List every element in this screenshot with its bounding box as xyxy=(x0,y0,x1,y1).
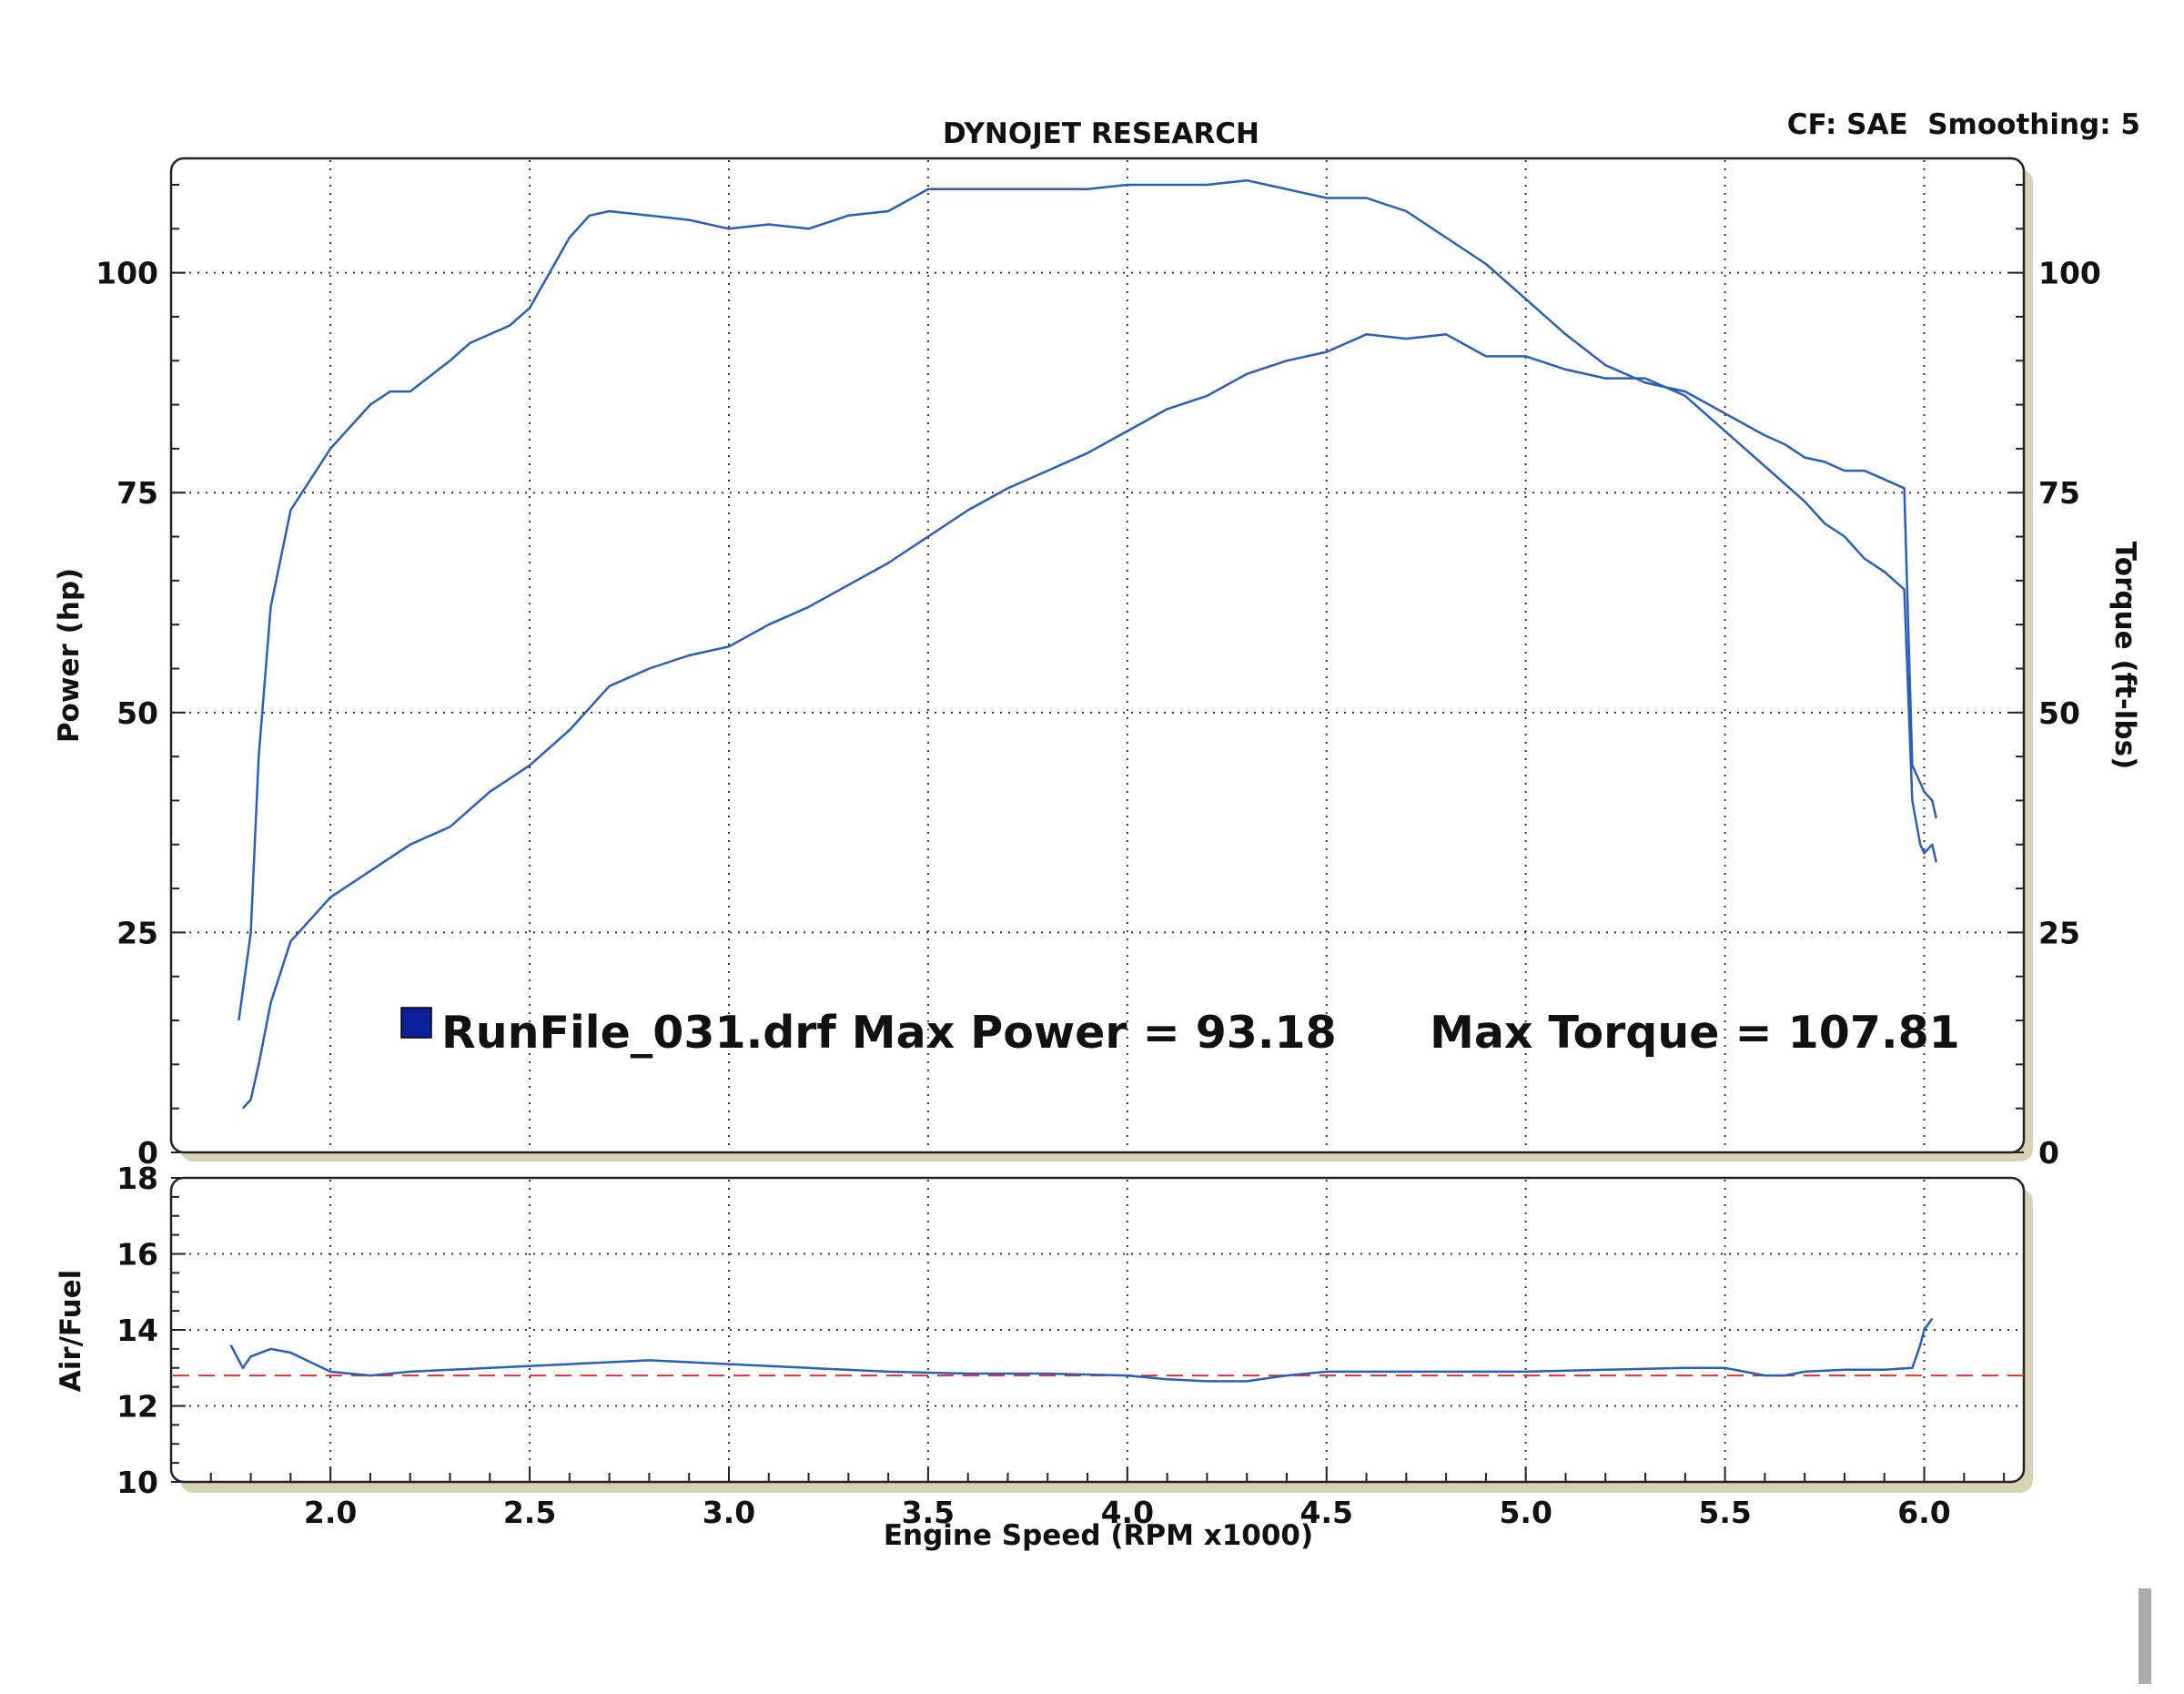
rpm-tick-label: 6.0 xyxy=(1897,1495,1950,1530)
rpm-tick-label: 2.0 xyxy=(304,1495,357,1530)
air-fuel-tick-label: 12 xyxy=(116,1389,158,1425)
torque-tick-label: 75 xyxy=(2038,475,2080,511)
power-curve xyxy=(241,333,1937,1110)
rpm-tick-label: 4.5 xyxy=(1300,1495,1353,1530)
chart-title: DYNOJET RESEARCH xyxy=(943,117,1259,150)
air-fuel-curve xyxy=(229,1317,1934,1383)
scan-mark xyxy=(2138,1588,2151,1684)
air-fuel-tick-label: 18 xyxy=(116,1161,158,1196)
air-fuel-axis-label: Air/Fuel xyxy=(55,1270,87,1393)
top-panel-frame xyxy=(169,157,2026,1154)
torque-curve xyxy=(238,178,1937,1021)
torque-tick-label: 0 xyxy=(2038,1135,2059,1171)
power-tick-label: 25 xyxy=(116,915,158,950)
air-fuel-tick-label: 16 xyxy=(116,1237,158,1273)
rpm-tick-label: 3.5 xyxy=(902,1495,955,1530)
rpm-tick-label: 2.5 xyxy=(503,1495,556,1530)
torque-axis-label: Torque (ft-lbs) xyxy=(2108,542,2141,769)
air-fuel-tick-label: 14 xyxy=(116,1313,158,1348)
legend-swatch xyxy=(400,1007,432,1039)
legend-text: RunFile_031.drf Max Power = 93.18 Max To… xyxy=(441,1007,1960,1059)
rpm-tick-label: 5.0 xyxy=(1499,1495,1552,1530)
correction-factor-label: CF: SAE Smoothing: 5 xyxy=(1787,108,2140,141)
rpm-tick-label: 3.0 xyxy=(703,1495,755,1530)
torque-tick-label: 100 xyxy=(2038,256,2101,291)
rpm-tick-label: 4.0 xyxy=(1101,1495,1154,1530)
power-tick-label: 75 xyxy=(116,475,158,511)
power-torque-panel: 0 25 50 75 100 0 25 50 75 100 xyxy=(96,157,2101,1171)
air-fuel-panel: 2.0 2.5 3.0 3.5 4.0 4.5 5.0 5.5 6.0 10 12 14 16 18 xyxy=(116,1161,2033,1530)
power-tick-label: 50 xyxy=(116,695,158,731)
power-tick-label: 100 xyxy=(96,256,158,291)
x-axis-label: Engine Speed (RPM x1000) xyxy=(884,1519,1313,1552)
torque-tick-label: 50 xyxy=(2038,695,2080,731)
rpm-tick-label: 5.5 xyxy=(1698,1495,1751,1530)
power-tick-label: 0 xyxy=(137,1135,158,1171)
power-axis-label: Power (hp) xyxy=(53,568,86,743)
torque-tick-label: 25 xyxy=(2038,915,2080,950)
air-fuel-tick-label: 10 xyxy=(116,1465,158,1500)
